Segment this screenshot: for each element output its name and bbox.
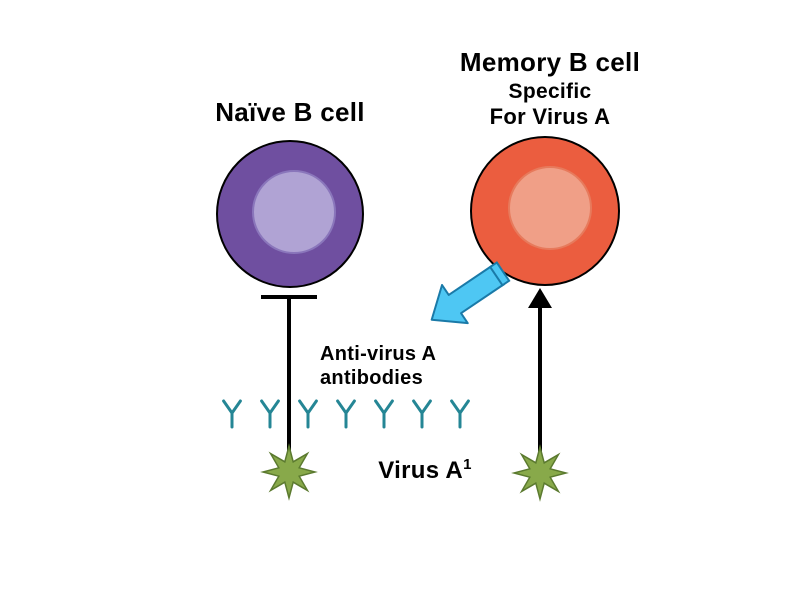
virus-label: Virus A1 bbox=[325, 456, 525, 485]
virus-label-text: Virus A bbox=[378, 457, 463, 484]
virus-right bbox=[0, 0, 800, 600]
virus-label-sup: 1 bbox=[463, 456, 472, 473]
diagram-canvas: Naïve B cell Memory B cell Specific For … bbox=[0, 0, 800, 600]
